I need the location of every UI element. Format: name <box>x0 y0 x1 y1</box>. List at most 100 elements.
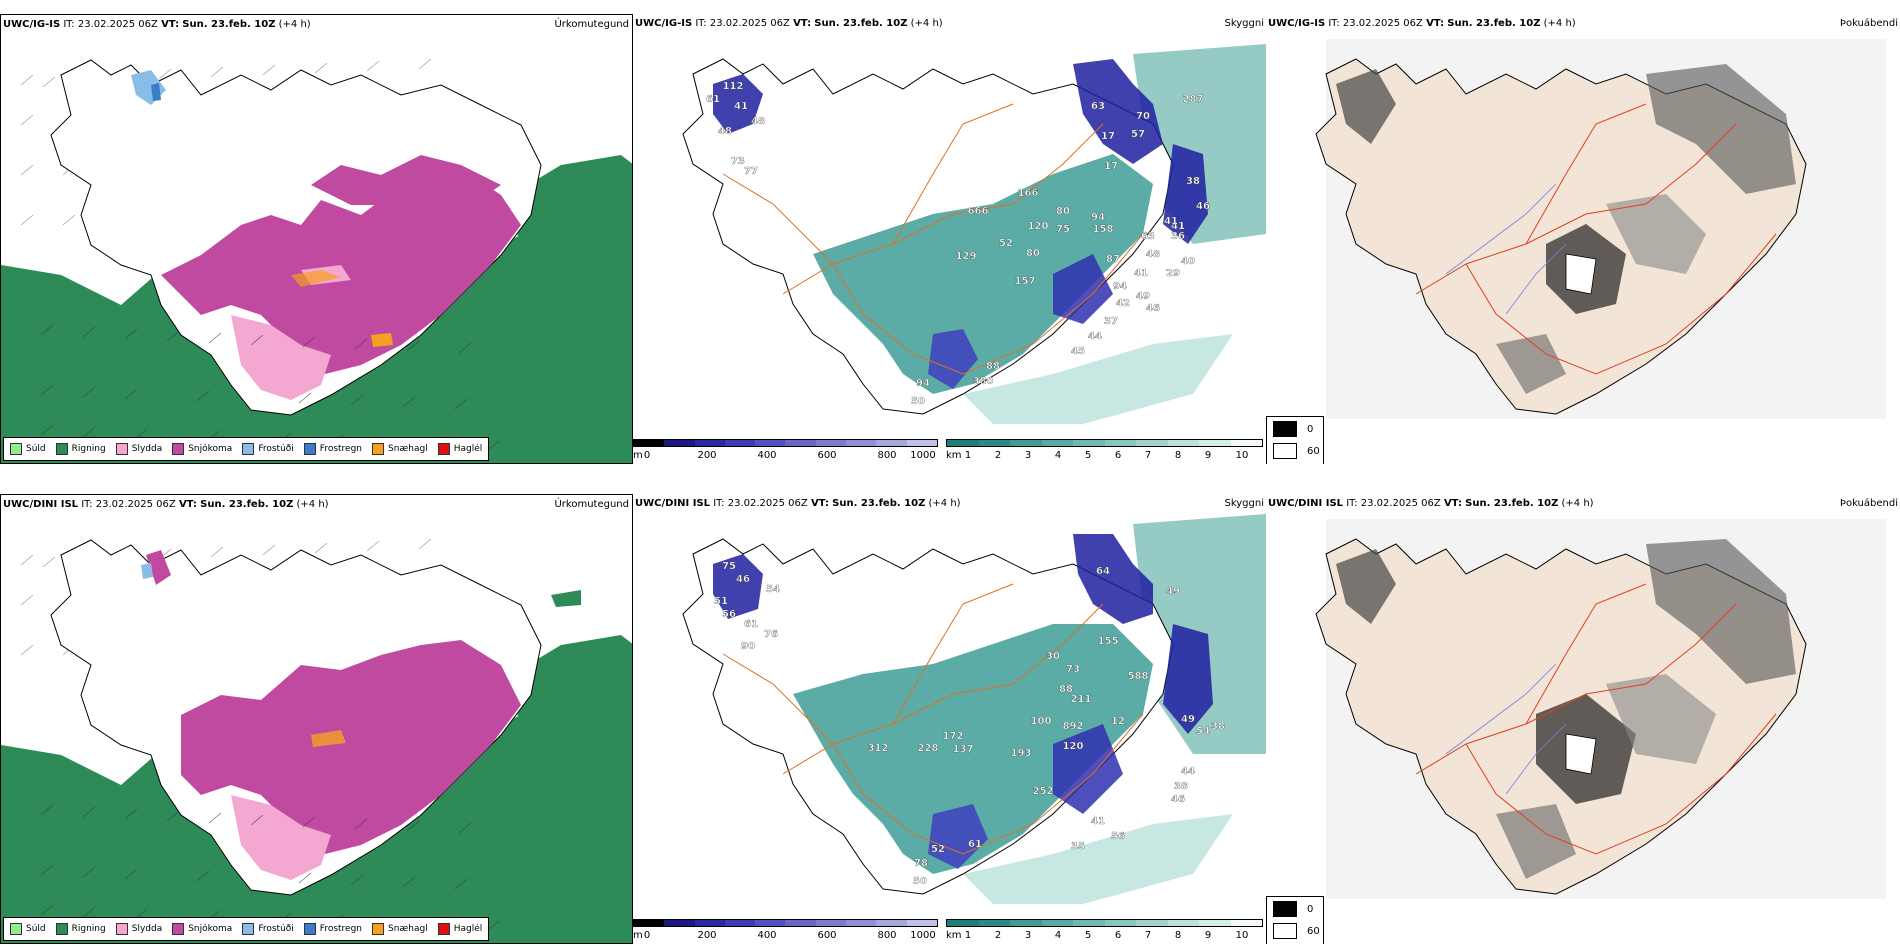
peak-height-label: 12 <box>1111 716 1125 727</box>
peak-height-label: 49 <box>1166 586 1180 597</box>
peak-height-label: 38 <box>1174 781 1188 792</box>
cloudbase-colorbar-bar <box>633 919 938 927</box>
cloudbase-tick: 200 <box>697 450 717 461</box>
fog-key-swatch <box>1273 421 1297 437</box>
fog-key-row1: 0 60 <box>1266 416 1324 464</box>
legend-swatch <box>115 443 128 455</box>
fog-panel-row2: UWC/DINI ISL IT: 23.02.2025 06Z VT: Sun.… <box>1266 494 1900 944</box>
legend-item-haglel: Haglél <box>437 923 482 935</box>
peak-height-label: 46 <box>1146 303 1160 314</box>
fog-key-value: 0 <box>1307 423 1314 435</box>
fog-key-value: 60 <box>1307 925 1320 937</box>
legend-item-frostudi: Frostúði <box>242 443 294 455</box>
cloudbase-tick: 600 <box>817 450 837 461</box>
fog-key-row2: 0 60 <box>1266 896 1324 944</box>
visibility-colorbar-row1: km 1 2 3 4 5 6 7 8 9 10 <box>946 439 1263 463</box>
legend-swatch <box>55 443 68 455</box>
peak-height-label: 44 <box>1181 766 1195 777</box>
visibility-tick: 7 <box>1144 930 1152 941</box>
fog-key-swatch <box>1273 443 1297 459</box>
legend-swatch <box>242 923 255 935</box>
legend-item-snaehagl: Snæhagl <box>372 443 428 455</box>
peak-height-label: 56 <box>722 609 736 620</box>
fog-key-swatch <box>1273 923 1297 939</box>
legend-item-sudl: Súld <box>10 443 46 455</box>
peak-height-label: 38 <box>1211 721 1225 732</box>
peak-height-label: 166 <box>1018 188 1039 199</box>
precip-panel-name: Úrkomutegund <box>554 19 629 30</box>
peak-height-label: 312 <box>868 743 889 754</box>
visibility-tick: 3 <box>1024 450 1032 461</box>
visibility-tick: 9 <box>1204 450 1212 461</box>
cloudbase-tick: 800 <box>877 450 897 461</box>
visibility-tick: 5 <box>1084 930 1092 941</box>
precip-panel-name: Úrkomutegund <box>554 499 629 510</box>
peak-height-label: 38 <box>1186 176 1200 187</box>
legend-item-snaehagl: Snæhagl <box>372 923 428 935</box>
visibility-tick: 9 <box>1204 930 1212 941</box>
fog-key-value: 0 <box>1307 903 1314 915</box>
panel-title-row1-fog: UWC/IG-IS IT: 23.02.2025 06Z VT: Sun. 23… <box>1268 18 1576 29</box>
precip-map-row1 <box>1 58 632 463</box>
visibility-colorbar-bar <box>946 439 1263 447</box>
visibility-unit: km <box>946 450 962 461</box>
peak-height-label: 54 <box>1196 726 1210 737</box>
legend-label: Snæhagl <box>388 444 428 454</box>
legend-swatch <box>242 443 255 455</box>
legend-swatch <box>172 443 185 455</box>
cloudbase-tick: 200 <box>697 930 717 941</box>
panel-title-row1-precip: UWC/IG-IS IT: 23.02.2025 06Z VT: Sun. 23… <box>3 19 311 30</box>
peak-height-label: 52 <box>931 844 945 855</box>
legend-label: Frostregn <box>319 444 363 454</box>
legend-item-sudl: Súld <box>10 923 46 935</box>
legend-label: Frostúði <box>258 924 294 934</box>
peak-height-label: 120 <box>1063 741 1084 752</box>
visibility-tick: 4 <box>1054 930 1062 941</box>
cloudbase-colorbar-bar <box>633 439 938 447</box>
panel-title-row1-cloud: UWC/IG-IS IT: 23.02.2025 06Z VT: Sun. 23… <box>635 18 943 29</box>
fog-key-row: 60 <box>1273 923 1320 939</box>
legend-label: Snjókoma <box>188 924 233 934</box>
legend-swatch <box>172 923 185 935</box>
peak-height-label: 80 <box>1056 206 1070 217</box>
cloudbase-tick: 600 <box>817 930 837 941</box>
legend-item-snjokoma: Snjókoma <box>172 443 232 455</box>
cloudbase-colorbar-row2: m 0 200 400 600 800 1000 <box>633 919 938 943</box>
peak-height-label: 892 <box>1063 721 1084 732</box>
legend-swatch <box>372 443 385 455</box>
visibility-tick: 4 <box>1054 450 1062 461</box>
peak-height-label: 73 <box>731 156 745 167</box>
peak-height-label: 193 <box>1011 748 1032 759</box>
peak-height-label: 50 <box>913 876 927 887</box>
peak-height-label: 75 <box>1056 224 1070 235</box>
legend-item-slydda: Slydda <box>115 443 162 455</box>
peak-height-label: 120 <box>1028 221 1049 232</box>
fog-map-row1 <box>1315 39 1886 419</box>
legend-label: Snjókoma <box>188 444 233 454</box>
peak-height-label: 63 <box>1141 231 1155 242</box>
peak-height-label: 228 <box>918 743 939 754</box>
fog-panel-name: Þokuábendi <box>1839 498 1898 509</box>
legend-swatch <box>115 923 128 935</box>
peak-height-label: 73 <box>1066 664 1080 675</box>
peak-height-label: 129 <box>956 251 977 262</box>
peak-height-label: 50 <box>911 396 925 407</box>
visibility-tick: 6 <box>1114 450 1122 461</box>
peak-height-label: 61 <box>968 839 982 850</box>
cloudbase-tick: 1000 <box>910 450 936 461</box>
peak-height-label: 49 <box>1181 714 1195 725</box>
cloudbase-unit: m <box>633 930 643 941</box>
legend-swatch <box>437 443 450 455</box>
visibility-tick: 1 <box>964 450 972 461</box>
visibility-unit: km <box>946 930 962 941</box>
peak-height-label: 64 <box>1096 566 1110 577</box>
legend-item-haglel: Haglél <box>437 443 482 455</box>
peak-height-label: 41 <box>734 101 748 112</box>
peak-height-label: 87 <box>1106 254 1120 265</box>
peak-height-label: 77 <box>744 166 758 177</box>
fog-key-row: 0 <box>1273 421 1313 437</box>
legend-label: Snæhagl <box>388 924 428 934</box>
fog-map-row2 <box>1315 519 1886 899</box>
fog-key-row: 0 <box>1273 901 1313 917</box>
legend-item-rigning: Rigning <box>55 443 106 455</box>
